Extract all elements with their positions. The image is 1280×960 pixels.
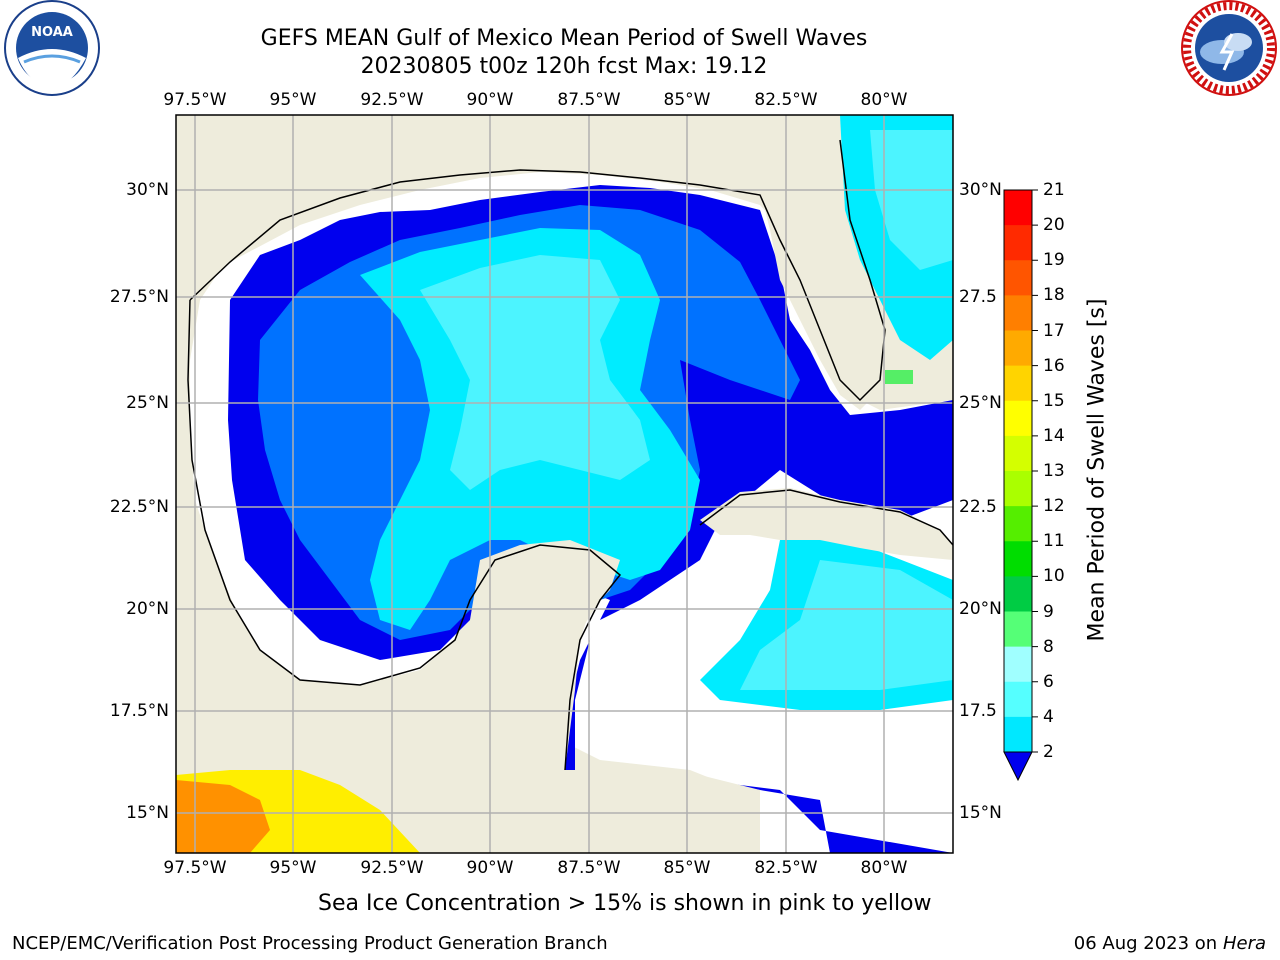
lat-label: 20°N: [959, 599, 1002, 619]
chart-subtitle: 20230805 t00z 120h fcst Max: 19.12: [360, 54, 768, 79]
colorbar-tick-label: 6: [1043, 671, 1054, 692]
lat-label: 22.5°N: [109, 497, 169, 517]
colorbar-tick-label: 12: [1043, 496, 1065, 517]
colorbar-segment: [1004, 295, 1032, 331]
lon-label: 90°W: [466, 90, 514, 110]
colorbar-segment: [1004, 225, 1032, 261]
colorbar-segment: [1004, 716, 1032, 753]
colorbar-tick-label: 19: [1043, 250, 1065, 271]
green-patch: [885, 370, 913, 384]
colorbar-segment: [1004, 330, 1032, 367]
lon-label: 90°W: [466, 858, 514, 878]
colorbar-segment: [1004, 611, 1032, 648]
colorbar-segment: [1004, 435, 1032, 472]
colorbar-segment: [1004, 576, 1032, 612]
lon-label: 87.5°W: [557, 90, 621, 110]
lat-label: 20°N: [126, 599, 169, 619]
colorbar-tick-label: 18: [1043, 285, 1065, 306]
lat-label: 17.5: [959, 701, 997, 721]
cuba-coastline: [699, 489, 953, 546]
florida-land: [760, 115, 885, 410]
colorbar-tick-label: 11: [1043, 531, 1065, 552]
lon-label: 80°W: [860, 858, 908, 878]
swell-pale-cyan: [420, 255, 650, 490]
lat-label: 30°N: [959, 180, 1002, 200]
graticule: [176, 115, 953, 853]
atlantic-swell-pale: [870, 130, 953, 270]
colorbar-segment: [1004, 506, 1032, 542]
footer-host: Hera: [1222, 933, 1266, 954]
colorbar-segment: [1004, 646, 1032, 683]
colorbar-tick-label: 8: [1043, 636, 1054, 657]
lat-label: 15°N: [126, 803, 169, 823]
sea-ice-caption: Sea Ice Concentration > 15% is shown in …: [318, 891, 932, 916]
cuba-land: [700, 488, 953, 560]
lon-label: 82.5°W: [754, 858, 818, 878]
caribbean-swell-pale: [740, 560, 953, 690]
pacific-orange-field: [176, 780, 270, 853]
colorbar-tick-label: 16: [1043, 355, 1065, 376]
lon-label: 95°W: [269, 90, 317, 110]
lon-label: 82.5°W: [754, 90, 818, 110]
colorbar-tick-label: 2: [1043, 742, 1054, 762]
lon-label: 87.5°W: [557, 858, 621, 878]
lon-label: 85°W: [663, 858, 711, 878]
colorbar-tick-label: 9: [1043, 601, 1054, 622]
colorbar-tick-label: 21: [1043, 180, 1065, 200]
colorbar-extend-arrow: [1003, 751, 1033, 782]
colorbar-tick-label: 14: [1043, 425, 1065, 446]
lon-label: 80°W: [860, 90, 908, 110]
us-coast-land: [176, 115, 840, 310]
colorbar-tick-label: 15: [1043, 390, 1065, 411]
chart-title: GEFS MEAN Gulf of Mexico Mean Period of …: [260, 26, 868, 51]
lat-label: 17.5°N: [109, 701, 169, 721]
lat-label: 15°N: [959, 803, 1002, 823]
lon-label: 97.5°W: [163, 90, 227, 110]
colorbar-segment: [1004, 260, 1032, 296]
colorbar-segment: [1004, 541, 1032, 577]
lat-label: 22.5: [959, 497, 997, 517]
lat-label: 27.5: [959, 287, 997, 307]
west-coastline: [187, 299, 622, 771]
colorbar-segment: [1004, 365, 1032, 402]
lat-label: 25°N: [959, 393, 1002, 413]
colorbar-tick-label: 20: [1043, 215, 1065, 236]
lon-label: 92.5°W: [360, 90, 424, 110]
colorbar-segment: [1004, 681, 1032, 718]
colorbar-tick-label: 10: [1043, 566, 1065, 587]
colorbar: [1003, 189, 1038, 753]
colorbar-tick-label: 13: [1043, 461, 1065, 481]
colorbar-label: Mean Period of Swell Waves [s]: [1084, 298, 1110, 642]
lat-label: 30°N: [126, 180, 169, 200]
footer-date: 06 Aug 2023 on Hera: [1074, 933, 1266, 954]
lon-label: 97.5°W: [163, 858, 227, 878]
map-frame: [175, 114, 954, 854]
lat-label: 25°N: [126, 393, 169, 413]
lon-label: 85°W: [663, 90, 711, 110]
lon-label: 95°W: [269, 858, 317, 878]
footer-credit: NCEP/EMC/Verification Post Processing Pr…: [12, 933, 608, 954]
colorbar-segment: [1004, 400, 1032, 437]
lon-label: 92.5°W: [360, 858, 424, 878]
colorbar-tick-label: 4: [1043, 706, 1054, 727]
colorbar-tick-label: 17: [1043, 320, 1065, 341]
footer-date-text: 06 Aug 2023 on: [1073, 933, 1218, 954]
colorbar-segment: [1004, 190, 1032, 226]
colorbar-segment: [1004, 471, 1032, 507]
lat-label: 27.5°N: [109, 287, 169, 307]
